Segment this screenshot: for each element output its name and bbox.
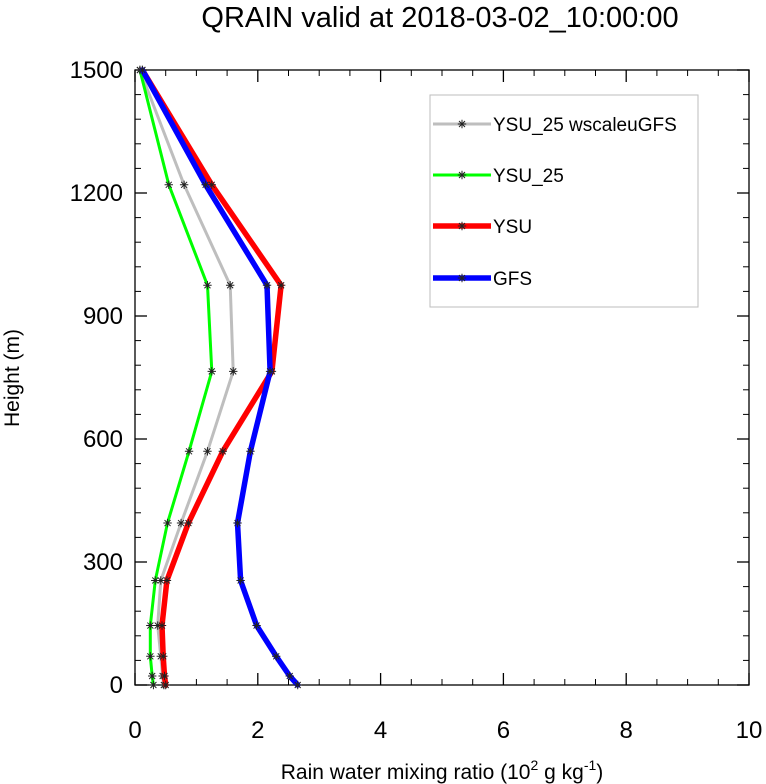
minor-ticks (135, 70, 749, 685)
data-point-marker (229, 367, 238, 376)
x-tick-labels: 0 2 4 6 8 10 (128, 717, 762, 744)
data-point-marker (184, 518, 193, 528)
data-point-marker (163, 518, 172, 528)
y-tick-label: 300 (83, 549, 123, 576)
series-0 (135, 65, 238, 690)
data-point-marker (184, 447, 194, 456)
legend-items: YSU_25 wscaleuGFS YSU_25 YSU GFS (433, 115, 677, 290)
x-tick-label: 6 (497, 717, 510, 744)
data-point-marker (276, 281, 286, 290)
data-point-marker (156, 576, 165, 585)
legend-label: YSU (493, 217, 532, 238)
legend-item: GFS (433, 269, 532, 290)
y-tick-label: 600 (83, 426, 123, 453)
data-point-marker (146, 621, 155, 630)
legend-item: YSU_25 wscaleuGFS (433, 115, 677, 136)
data-point-marker (236, 576, 245, 585)
data-point-marker (218, 447, 228, 456)
legend: YSU_25 wscaleuGFS YSU_25 YSU GFS (429, 94, 699, 308)
legend-marker (457, 170, 467, 180)
data-point-marker (272, 652, 281, 661)
data-point-marker (207, 367, 216, 376)
y-tick-label: 0 (110, 672, 123, 699)
legend-item: YSU_25 (433, 166, 564, 187)
series-3 (138, 65, 302, 690)
legend-label: YSU_25 wscaleuGFS (493, 115, 677, 136)
x-axis-label: Rain water mixing ratio (102 g kg-1) (281, 757, 604, 784)
legend-marker (457, 273, 467, 283)
data-point-marker (160, 671, 169, 681)
data-point-marker (285, 671, 294, 681)
data-point-marker (162, 576, 172, 585)
data-point-marker (225, 281, 235, 290)
y-axis-label: Height (m) (1, 329, 24, 427)
data-point-marker (149, 680, 158, 690)
x-tick-label: 10 (736, 717, 763, 744)
data-point-marker (203, 281, 212, 290)
chart-title: QRAIN valid at 2018-03-02_10:00:00 (201, 2, 678, 34)
data-point-marker (164, 180, 173, 189)
legend-label: GFS (493, 269, 532, 290)
data-point-marker (146, 652, 155, 661)
data-point-marker (147, 671, 157, 681)
legend-label: YSU_25 (493, 166, 564, 187)
data-point-marker (201, 180, 210, 189)
legend-item: YSU (433, 217, 532, 238)
plot-area (134, 65, 750, 690)
data-point-marker (153, 621, 162, 630)
y-tick-label: 900 (83, 303, 123, 330)
x-tick-label: 0 (128, 717, 141, 744)
y-tick-label: 1200 (70, 180, 123, 207)
data-point-marker (138, 65, 147, 75)
data-point-marker (293, 680, 302, 690)
data-point-marker (159, 652, 168, 661)
x-tick-label: 8 (620, 717, 633, 744)
series-1 (135, 65, 216, 690)
data-point-marker (233, 518, 242, 528)
data-point-marker (203, 447, 212, 456)
data-point-marker (265, 367, 275, 376)
y-tick-labels: 0 300 600 900 1200 1500 (70, 57, 123, 699)
x-tick-label: 2 (251, 717, 264, 744)
series-layer (135, 65, 302, 690)
y-tick-label: 1500 (70, 57, 123, 84)
legend-box (429, 94, 699, 308)
legend-marker (457, 221, 467, 231)
data-point-marker (252, 621, 261, 630)
data-point-marker (262, 281, 272, 290)
data-point-marker (176, 518, 186, 528)
data-point-marker (207, 180, 216, 189)
x-tick-label: 4 (374, 717, 387, 744)
data-point-marker (151, 576, 160, 585)
legend-marker (457, 119, 467, 129)
data-point-marker (246, 447, 255, 456)
data-point-marker (157, 621, 167, 630)
data-point-marker (161, 680, 170, 690)
data-point-marker (179, 180, 189, 189)
